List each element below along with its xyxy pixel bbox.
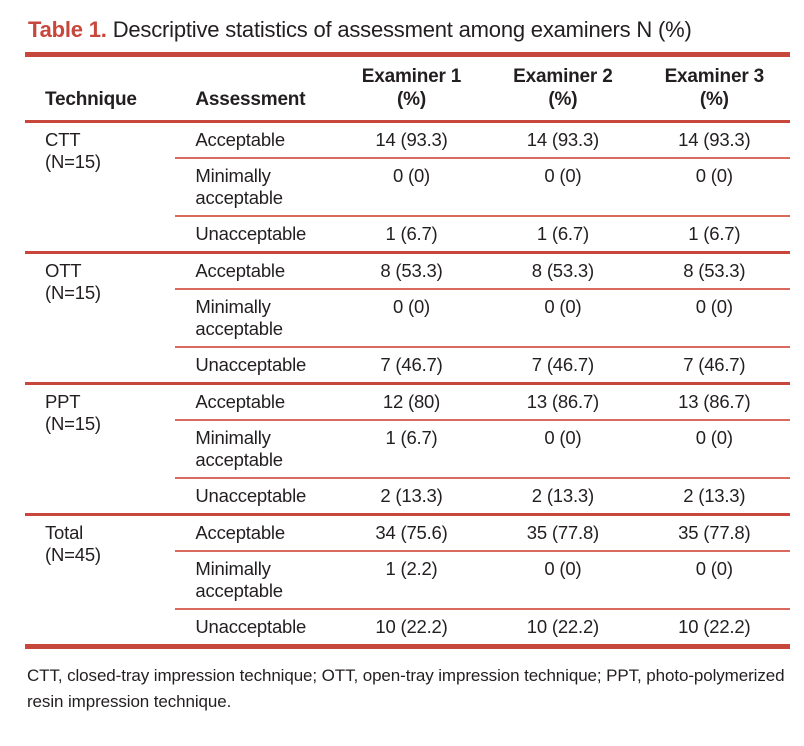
assessment-label: Minimally acceptable [175,550,336,609]
value-examiner-2: 7 (46.7) [487,346,639,384]
assessment-label: Acceptable [175,251,336,289]
table-row: Unacceptable 7 (46.7) 7 (46.7) 7 (46.7) [25,346,790,384]
assessment-label: Acceptable [195,129,285,150]
assessment-label: Unacceptable [175,215,336,253]
table-row: Minimally acceptable 0 (0) 0 (0) 0 (0) [25,288,790,347]
value-examiner-2: 8 (53.3) [487,251,639,289]
value-examiner-1: 0 (0) [335,157,488,216]
technique-n: (N=45) [45,544,101,565]
table-row: Unacceptable 2 (13.3) 2 (13.3) 2 (13.3) [25,477,790,515]
technique-cell-ppt: PPT (N=15) [25,382,176,515]
table-row: Unacceptable 1 (6.7) 1 (6.7) 1 (6.7) [25,215,790,253]
technique-cell-total: Total (N=45) [25,513,176,647]
value-examiner-1: 1 (6.7) [335,215,488,253]
value-examiner-3: 0 (0) [638,550,790,609]
examiner-2-label: Examiner 2 [513,66,613,87]
assessment-label: Unacceptable [175,608,336,647]
table-caption: Table 1. Descriptive statistics of assess… [28,16,790,44]
value-examiner-1: 2 (13.3) [335,477,488,515]
header-row: Technique Assessment Examiner 1 (%) Exam… [25,54,790,123]
assessment-label: Acceptable [175,382,336,420]
value-examiner-2: 1 (6.7) [487,215,639,253]
value-examiner-1: 12 (80) [335,382,488,420]
table-figure: Table 1. Descriptive statistics of assess… [25,16,790,715]
assessment-label: Minimally acceptable [175,419,336,478]
value-examiner-2: 0 (0) [487,550,639,609]
technique-name: Total [45,522,84,543]
technique-n: (N=15) [45,282,101,303]
assessment-statistics-table: Technique Assessment Examiner 1 (%) Exam… [25,52,790,649]
value-examiner-2: 13 (86.7) [487,382,639,420]
table-row: Unacceptable 10 (22.2) 10 (22.2) 10 (22.… [25,608,790,647]
technique-cell-ott: OTT (N=15) [25,251,176,384]
value-examiner-3: 1 (6.7) [638,215,790,253]
value-examiner-2: 10 (22.2) [487,608,639,647]
assessment-label: Minimally acceptable [175,288,336,347]
technique-name: PPT [45,391,81,412]
table-title-text: Descriptive statistics of assessment amo… [112,17,692,42]
value-examiner-3: 13 (86.7) [638,382,790,420]
value-examiner-2: 14 (93.3) [526,129,599,150]
technique-name: OTT [45,260,82,281]
table-row: Minimally acceptable 1 (2.2) 0 (0) 0 (0) [25,550,790,609]
technique-n: (N=15) [45,413,101,434]
value-examiner-1: 10 (22.2) [335,608,488,647]
value-examiner-1: 34 (75.6) [335,513,488,551]
column-header-examiner-1: Examiner 1 (%) [335,54,488,123]
value-examiner-1: 14 (93.3) [375,129,448,150]
assessment-label: Acceptable [175,513,336,551]
group-ott: OTT (N=15) Acceptable 8 (53.3) 8 (53.3) … [25,251,790,384]
table-footnote: CTT, closed-tray impression technique; O… [27,666,785,711]
technique-n: (N=15) [45,151,101,172]
value-examiner-3: 0 (0) [638,157,790,216]
technique-cell-ctt: CTT (N=15) [25,122,175,253]
table-row: OTT (N=15) Acceptable 8 (53.3) 8 (53.3) … [25,251,790,384]
table-row: Total (N=45) Acceptable 34 (75.6) 35 (77… [25,513,790,647]
value-examiner-1: 1 (6.7) [335,419,488,478]
table-row: Minimally acceptable 1 (6.7) 0 (0) 0 (0) [25,419,790,478]
value-examiner-1: 8 (53.3) [335,251,488,289]
value-examiner-3: 7 (46.7) [638,346,790,384]
value-examiner-2: 0 (0) [487,157,639,216]
group-ctt: CTT (N=15) Acceptable 14 (93.3) 14 (93.3… [25,122,790,253]
value-examiner-2: 0 (0) [487,288,639,347]
column-header-examiner-2: Examiner 2 (%) [487,54,639,123]
value-examiner-3: 35 (77.8) [638,513,790,551]
table-row: CTT (N=15) Acceptable 14 (93.3) 14 (93.3… [25,122,790,172]
examiner-1-unit: (%) [397,89,426,110]
value-examiner-3: 14 (93.3) [678,129,751,150]
value-examiner-3: 2 (13.3) [638,477,790,515]
column-header-technique: Technique [25,54,176,123]
value-examiner-2: 0 (0) [487,419,639,478]
value-examiner-2: 2 (13.3) [487,477,639,515]
table-header: Technique Assessment Examiner 1 (%) Exam… [25,54,790,123]
table-row: PPT (N=15) Acceptable 12 (80) 13 (86.7) … [25,382,790,515]
examiner-3-unit: (%) [699,89,729,110]
value-examiner-2: 35 (77.8) [487,513,639,551]
table-row: Minimally acceptable 0 (0) 0 (0) 0 (0) [25,157,790,216]
column-header-examiner-3: Examiner 3 (%) [638,54,790,123]
group-ppt: PPT (N=15) Acceptable 12 (80) 13 (86.7) … [25,382,790,515]
value-examiner-1: 1 (2.2) [335,550,488,609]
assessment-label: Unacceptable [175,346,336,384]
assessment-label: Unacceptable [175,477,336,515]
value-examiner-3: 8 (53.3) [638,251,790,289]
examiner-3-label: Examiner 3 [664,66,765,87]
value-examiner-1: 7 (46.7) [335,346,488,384]
technique-name: CTT [45,129,81,150]
column-header-assessment: Assessment [175,54,336,123]
examiner-2-unit: (%) [548,89,578,110]
assessment-label: Minimally acceptable [175,157,336,216]
group-total: Total (N=45) Acceptable 34 (75.6) 35 (77… [25,513,790,647]
table-number: Table 1. [28,17,107,42]
value-examiner-1: 0 (0) [335,288,488,347]
value-examiner-3: 10 (22.2) [638,608,790,647]
value-examiner-3: 0 (0) [638,288,790,347]
value-examiner-3: 0 (0) [638,419,790,478]
examiner-1-label: Examiner 1 [361,66,462,87]
